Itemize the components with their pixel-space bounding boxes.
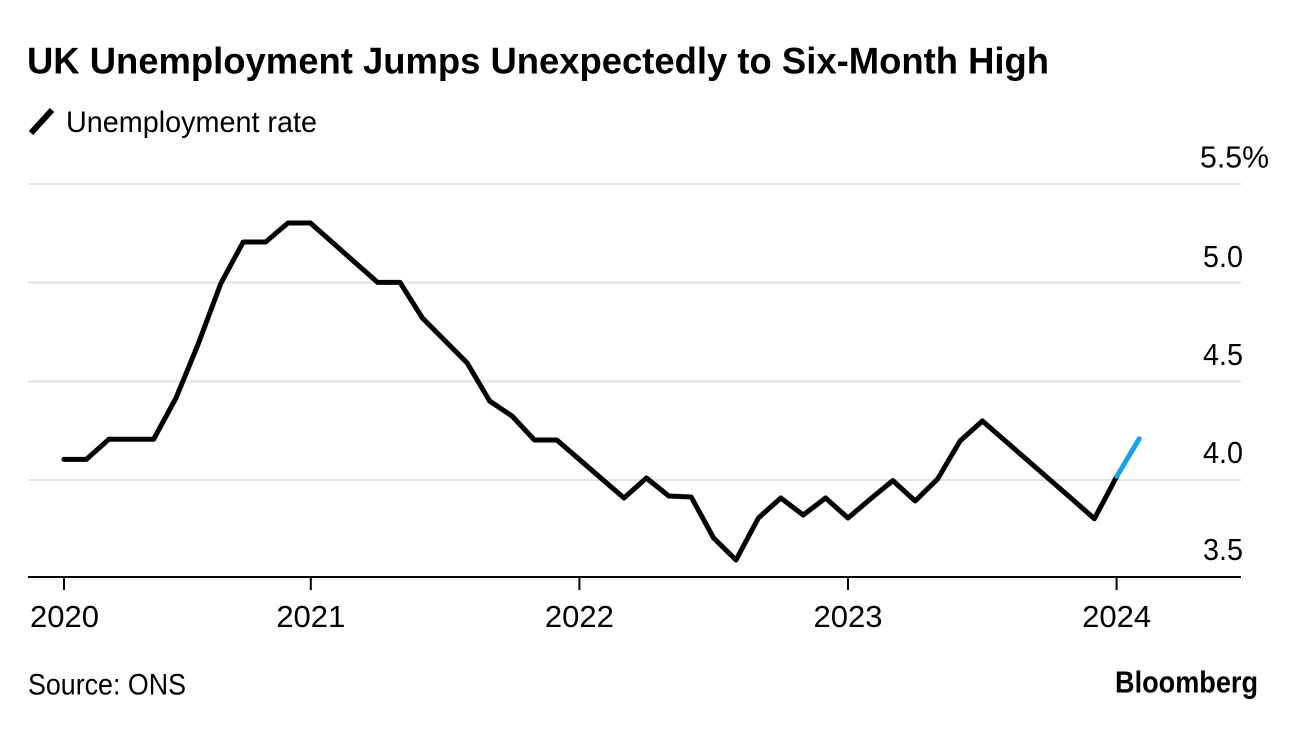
svg-text:4.0: 4.0: [1203, 435, 1243, 470]
svg-text:2021: 2021: [276, 599, 345, 634]
svg-text:2020: 2020: [30, 599, 99, 634]
svg-text:3.5: 3.5: [1203, 532, 1243, 567]
svg-text:4.5: 4.5: [1203, 337, 1243, 372]
svg-text:5.0: 5.0: [1203, 239, 1243, 274]
svg-text:2023: 2023: [814, 599, 883, 634]
svg-text:2024: 2024: [1082, 599, 1151, 634]
svg-text:2022: 2022: [545, 599, 614, 634]
svg-text:Source: ONS: Source: ONS: [28, 669, 186, 702]
svg-text:5.5%: 5.5%: [1200, 140, 1269, 175]
svg-text:Bloomberg: Bloomberg: [1115, 665, 1258, 700]
svg-text:Unemployment rate: Unemployment rate: [66, 106, 317, 139]
svg-text:UK Unemployment Jumps Unexpect: UK Unemployment Jumps Unexpectedly to Si…: [27, 41, 1049, 82]
